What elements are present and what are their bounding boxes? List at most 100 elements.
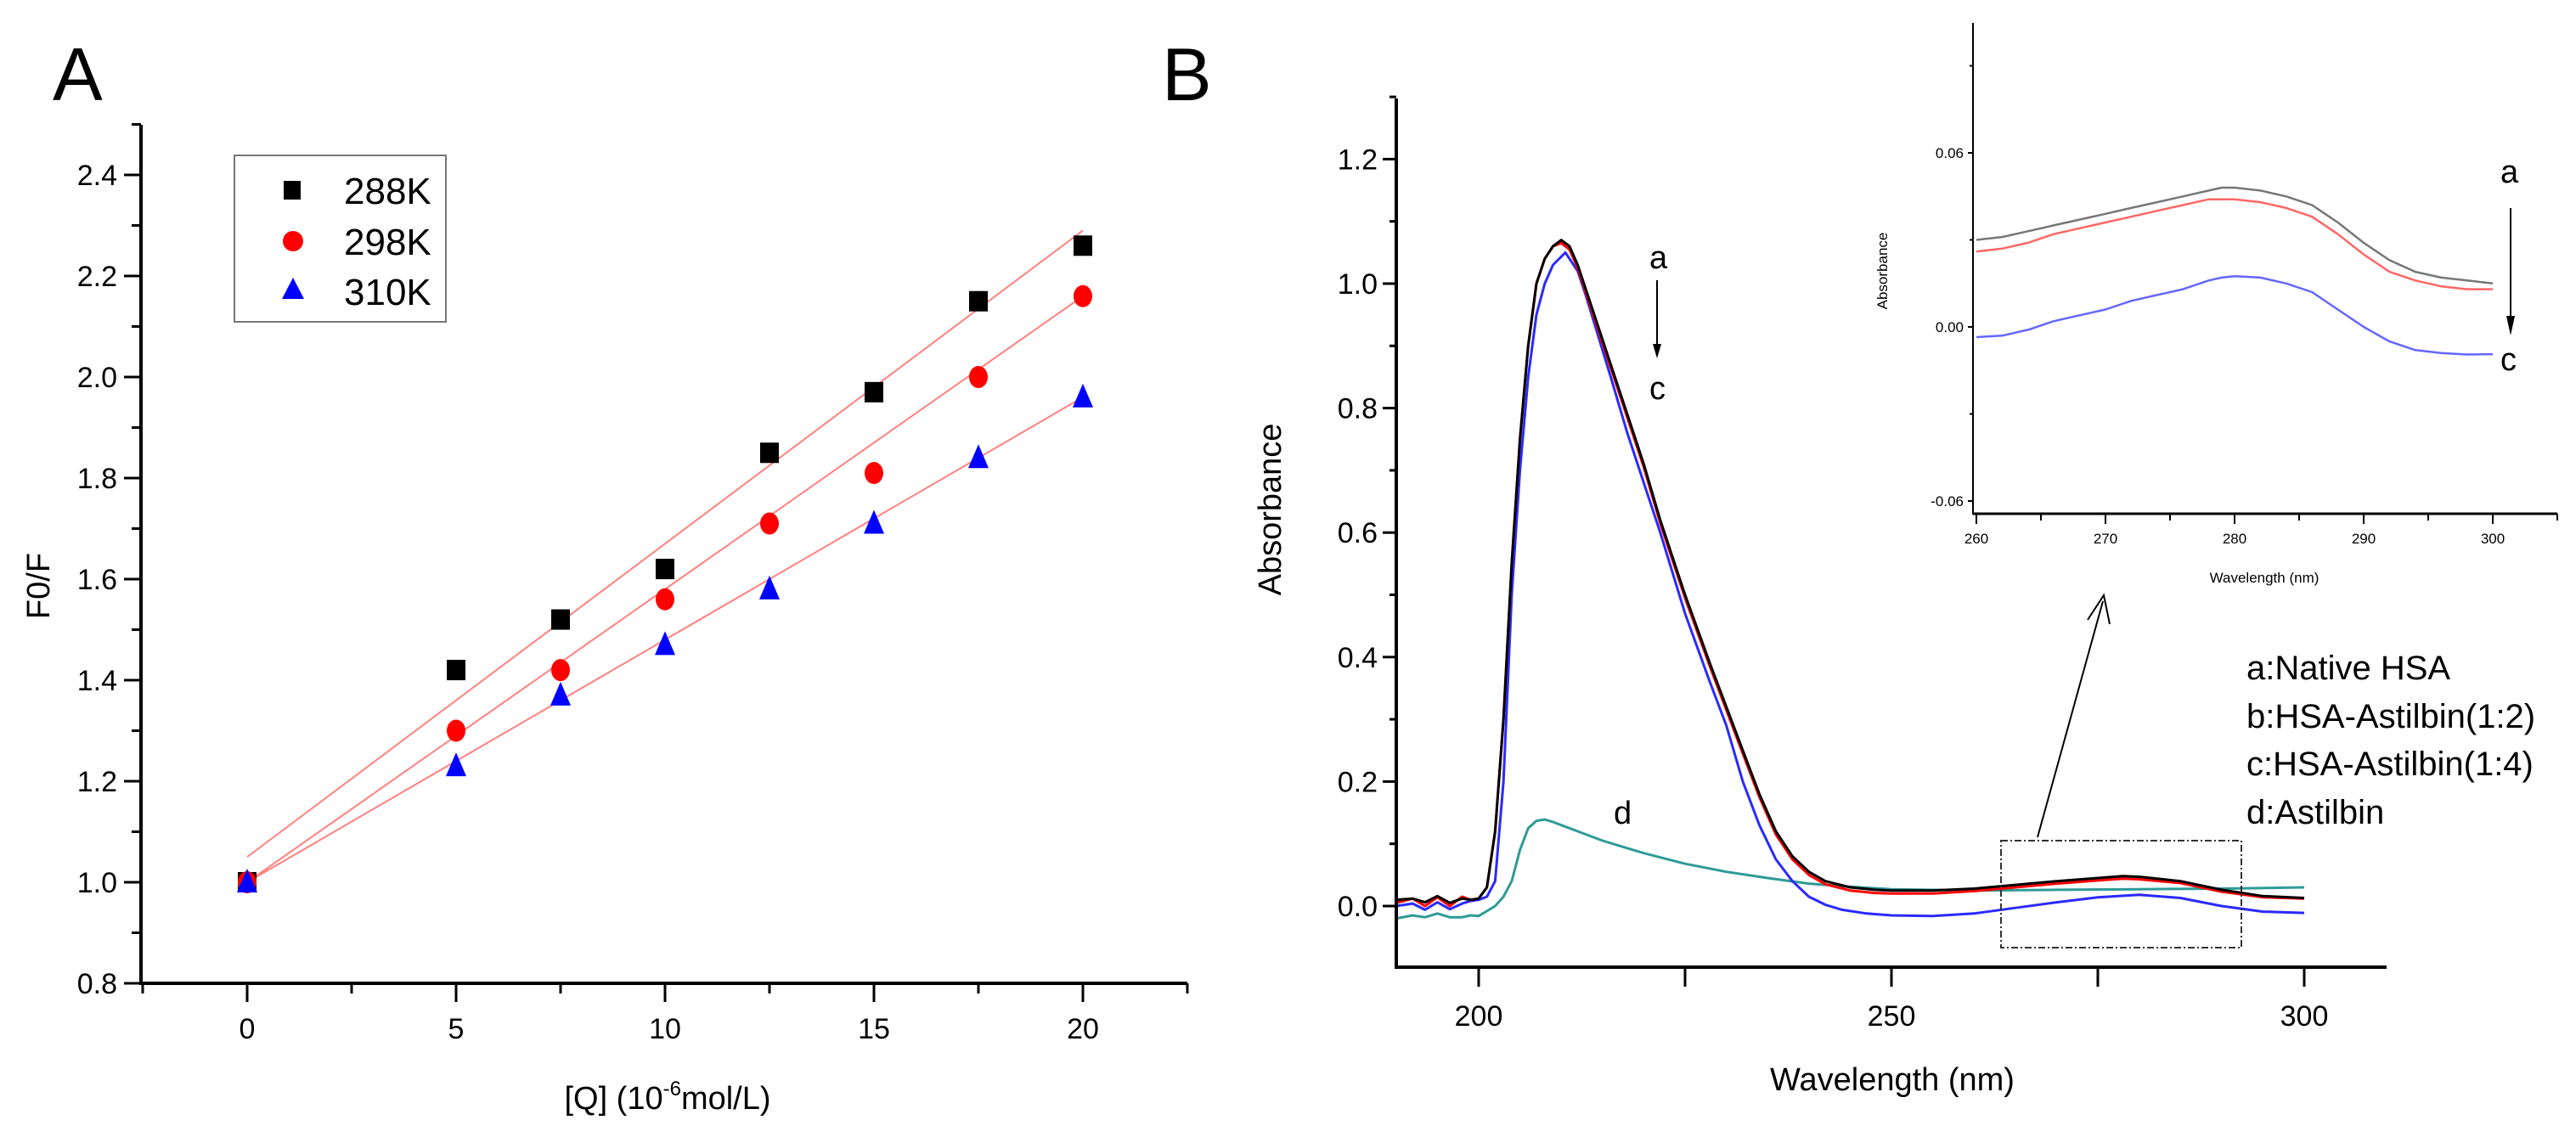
data-point-triangle [237, 869, 257, 892]
curve-d [1395, 818, 2305, 920]
data-point-circle [760, 512, 779, 535]
data-point-square [760, 442, 779, 464]
x-tick-label: 250 [1868, 1000, 1916, 1033]
y-tick-label: 2.0 [77, 362, 117, 394]
panel-a-points [237, 235, 1093, 893]
inset-chart: 260 270 280 290 300-0.060.000.06 Absorbance … [1874, 23, 2558, 586]
panel-b-x-label: Wavelength (nm) [1770, 1062, 2015, 1098]
legend-entry-310k: 310K [344, 272, 431, 313]
data-point-circle [865, 462, 883, 485]
inset-y-tick-label: 0.00 [1936, 319, 1964, 335]
y-tick-label: 0.8 [77, 968, 117, 1000]
legend-entry-c: c:HSA-Astilbin(1:4) [2246, 746, 2534, 783]
data-point-triangle [1073, 383, 1093, 408]
panel-b-legend: a:Native HSA b:HSA-Astilbin(1:2) c:HSA-A… [2246, 650, 2535, 831]
arrow-label-a: a [1649, 240, 1668, 276]
panel-a-label: A [53, 32, 103, 116]
panel-b: B 200 250 300 0.0 0.2 0.4 0.6 0.8 1.0 1.2 Absorba… [1162, 23, 2558, 1098]
y-tick-label: 0.6 [1338, 517, 1378, 549]
data-point-triangle [864, 509, 884, 534]
data-point-circle [969, 366, 988, 388]
panel-a-x-label: [Q] (10-6mol/L) [564, 1078, 770, 1117]
panel-a: A 0 5 10 15 20 0.8 1.0 1.2 1.4 1.6 1.8 2.0 2.2 2.4 F0… [21, 32, 1189, 1117]
inset-x-tick-label: 260 [1964, 531, 1988, 547]
zoom-arrow [2037, 600, 2104, 838]
data-point-circle [447, 719, 465, 742]
data-point-square [865, 381, 883, 402]
zoom-region-box [2000, 840, 2242, 948]
legend-circle-marker [283, 231, 303, 251]
inset-curves [1976, 186, 2494, 356]
data-point-circle [1074, 284, 1092, 307]
data-point-triangle [655, 631, 675, 656]
legend-entry-a: a:Native HSA [2246, 650, 2450, 687]
inset-y-tick-label: -0.06 [1931, 493, 1964, 509]
y-tick-label: 2.2 [77, 261, 117, 293]
data-point-triangle [550, 681, 571, 706]
data-point-circle [656, 588, 674, 611]
data-point-square [447, 660, 465, 681]
fit-line-288k [246, 229, 1084, 858]
curve-c [1395, 250, 2305, 918]
curve-a [1395, 239, 2305, 904]
data-point-square [969, 290, 988, 312]
legend-entry-288k: 288K [344, 171, 431, 212]
legend-entry-298k: 298K [344, 222, 431, 263]
inset-y-tick-label: 0.06 [1936, 145, 1964, 161]
inset-curve-a [1976, 186, 2494, 285]
data-point-triangle [968, 444, 989, 469]
panel-b-curves [1395, 239, 2305, 920]
y-tick-label: 1.0 [77, 867, 117, 899]
y-tick-label: 1.2 [1338, 144, 1378, 176]
y-tick-label: 1.2 [77, 766, 117, 798]
arrow-label-c: c [1649, 371, 1666, 407]
x-tick-label: 200 [1455, 1000, 1503, 1033]
inset-curve-b [1976, 198, 2493, 290]
panel-a-y-label: F0/F [21, 553, 57, 619]
legend-square-marker [284, 181, 301, 200]
legend-triangle-marker [282, 278, 304, 299]
inset-down-arrow-head [2506, 316, 2515, 335]
legend-entry-b: b:HSA-Astilbin(1:2) [2246, 698, 2535, 735]
y-tick-label: 1.8 [77, 463, 117, 495]
panel-b-y-label: Absorbance [1253, 424, 1288, 596]
data-point-square [551, 609, 570, 630]
y-tick-label: 1.6 [77, 564, 117, 596]
x-tick-label: 15 [858, 1013, 890, 1045]
inset-x-tick-label: 290 [2352, 531, 2376, 547]
inset-x-tick-label: 270 [2094, 531, 2117, 547]
x-tick-label: 10 [649, 1013, 681, 1045]
x-tick-label: 300 [2280, 1000, 2329, 1033]
panel-b-label: B [1162, 32, 1212, 116]
x-tick-label: 20 [1067, 1013, 1099, 1045]
inset-x-tick-label: 280 [2223, 531, 2246, 547]
y-tick-label: 1.4 [77, 665, 117, 697]
data-point-triangle [446, 752, 466, 777]
inset-x-tick-label: 300 [2481, 531, 2505, 547]
legend-entry-d: d:Astilbin [2246, 794, 2384, 831]
zoom-arrow-head [2087, 593, 2111, 625]
data-point-square [656, 559, 674, 580]
data-point-square [1074, 235, 1092, 256]
data-point-circle [551, 659, 570, 682]
legend-box [234, 155, 447, 323]
y-tick-label: 0.4 [1338, 642, 1378, 674]
y-tick-label: 0.2 [1338, 766, 1378, 798]
down-arrow-head [1653, 344, 1661, 358]
y-tick-label: 0.8 [1338, 393, 1378, 425]
curve-d-label: d [1614, 796, 1632, 831]
panel-b-ticks: 200 250 300 0.0 0.2 0.4 0.6 0.8 1.0 1.2 [1338, 95, 2329, 1033]
inset-x-label: Wavelength (nm) [2210, 570, 2320, 586]
inset-ticks: 260 270 280 290 300 -0.06 0.00 0.06 [1931, 65, 2558, 547]
inset-arrow-label-c: c [2500, 342, 2517, 378]
panel-a-ticks: 0 5 10 15 20 0.8 1.0 1.2 1.4 1.6 1.8 2.0 2.2 2.4 [77, 123, 1189, 1045]
panel-a-legend: 288K 298K 310K [234, 155, 447, 323]
inset-y-label: Absorbance [1874, 233, 1891, 310]
y-tick-label: 1.0 [1338, 268, 1378, 301]
inset-curve-c [1976, 274, 2494, 356]
x-tick-label: 0 [240, 1013, 256, 1045]
panel-a-fit-lines [246, 229, 1084, 883]
data-point-triangle [759, 575, 780, 599]
inset-arrow-label-a: a [2500, 155, 2519, 190]
